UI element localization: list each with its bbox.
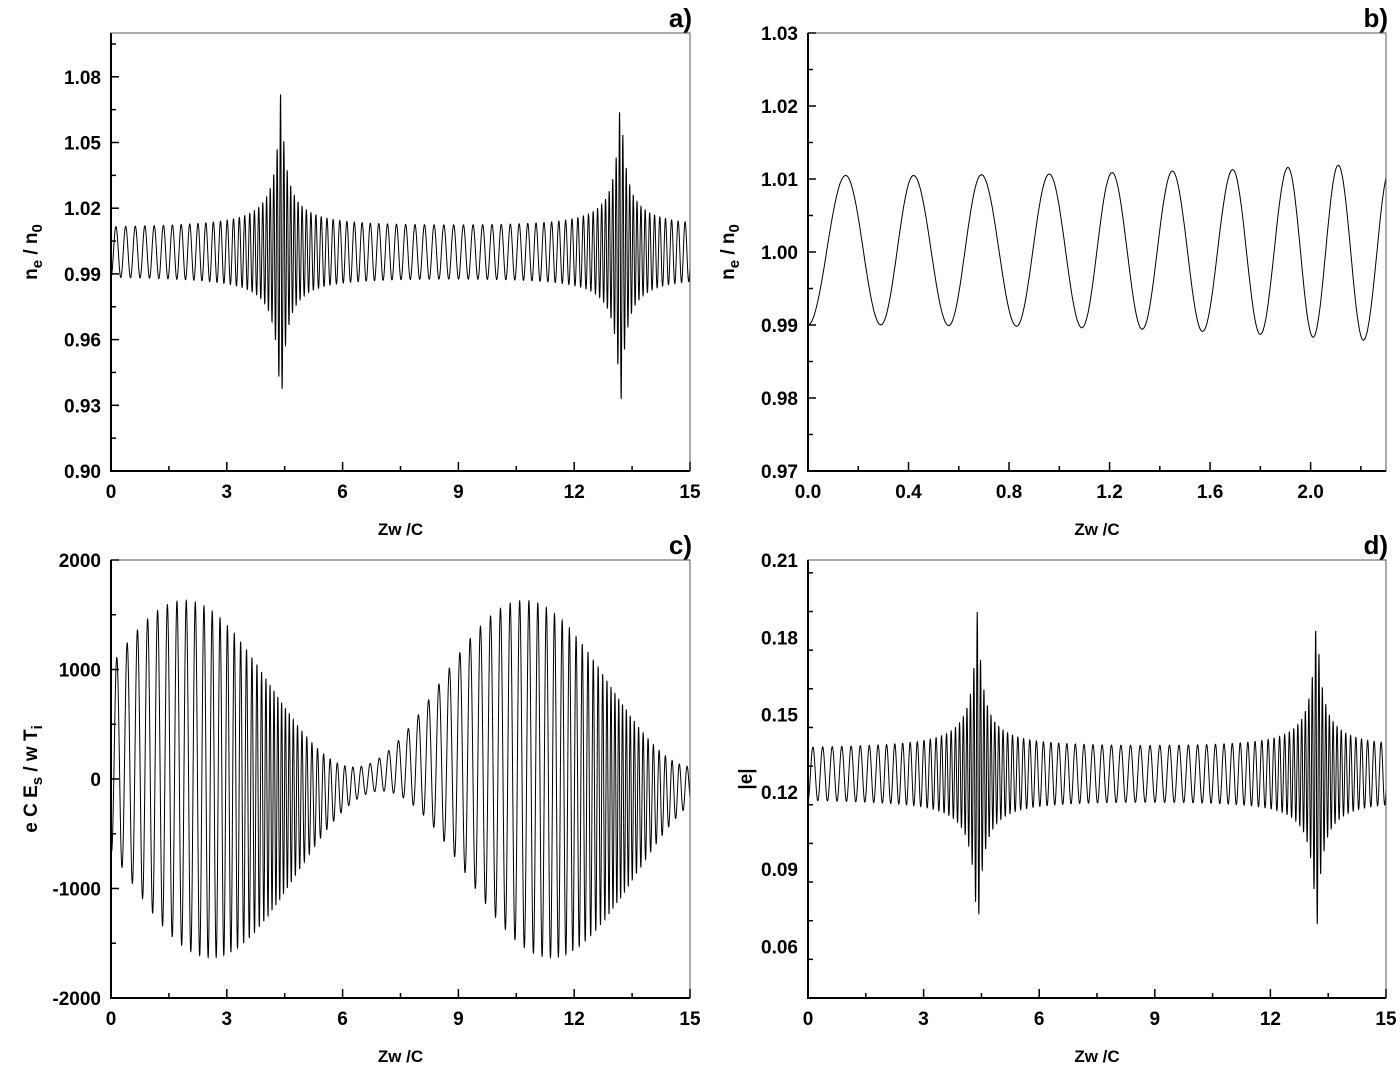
y-tick-label: 0.90 [64,462,101,483]
curve [110,94,691,399]
x-tick-label: 12 [564,482,585,503]
curve [110,599,691,960]
y-axis-label: |e| [736,768,757,789]
x-ticks: 0 3 6 9 12 15 [803,989,1397,1030]
data-line [110,94,691,399]
x-tick-label: 15 [1375,1009,1397,1030]
y-tick-label: 1.00 [761,243,798,264]
y-tick-label: 2000 [59,551,101,572]
x-tick-label: 0.0 [795,482,821,503]
x-tick-label: 0 [106,482,117,503]
y-ticks: 0.90 0.93 0.96 0.99 1.02 1.05 1.08 [64,43,119,483]
x-tick-label: 0 [803,1009,814,1030]
panel-tag: b) [1363,3,1388,33]
x-tick-label: 9 [1150,1009,1161,1030]
x-axis-label: Zw /C [1074,520,1119,539]
y-tick-label: -1000 [52,880,101,901]
x-tick-label: 6 [337,1009,348,1030]
y-axis-label: e C Es / w Ti [21,725,46,833]
y-tick-label: 0.96 [64,331,101,352]
y-axis-label: ne / n0 [21,224,46,280]
x-tick-label: 1.2 [1096,482,1122,503]
x-tick-label: 3 [222,482,233,503]
y-tick-label: 0.06 [761,937,798,958]
x-ticks: 0 3 6 9 12 15 [106,989,701,1030]
panel-tag: a) [669,3,692,33]
x-tick-label: 9 [453,482,464,503]
data-line [110,599,691,960]
y-tick-label: 1.05 [64,134,101,155]
y-tick-label: -2000 [52,989,101,1010]
x-tick-label: 15 [679,482,701,503]
data-line [807,612,1387,925]
x-axis-label: Zw /C [378,520,423,539]
x-tick-label: 6 [1034,1009,1045,1030]
y-tick-label: 1.03 [761,24,798,45]
x-tick-label: 12 [564,1009,585,1030]
x-axis-label: Zw /C [1074,1047,1119,1066]
y-tick-label: 0.21 [761,551,798,572]
x-ticks: 0 3 6 9 12 15 [106,462,701,503]
y-tick-label: 0 [90,770,101,791]
data-line [807,164,1387,342]
y-ticks: -2000 -1000 0 1000 2000 [52,551,119,1010]
y-tick-label: 1.01 [761,170,798,191]
y-ticks: 0.97 0.98 0.99 1.00 1.01 1.02 1.03 [761,24,816,483]
y-tick-label: 0.18 [761,628,798,649]
x-tick-label: 0.8 [996,482,1022,503]
y-tick-label: 0.09 [761,860,798,881]
x-axis-label: Zw /C [378,1047,423,1066]
x-tick-label: 0.4 [895,482,922,503]
x-tick-label: 3 [222,1009,233,1030]
y-tick-label: 0.99 [761,316,798,337]
x-tick-label: 12 [1260,1009,1281,1030]
curve [807,164,1387,342]
x-tick-label: 9 [453,1009,464,1030]
y-axis-label: ne / n0 [718,224,743,280]
x-tick-label: 6 [337,482,348,503]
x-tick-label: 1.6 [1197,482,1223,503]
y-tick-label: 0.97 [761,462,798,483]
x-tick-label: 0 [106,1009,117,1030]
panel-tag: c) [669,530,692,560]
panel-tag: d) [1363,530,1388,560]
x-ticks: 0.0 0.4 0.8 1.2 1.6 2.0 [795,462,1362,503]
y-tick-label: 1.02 [64,199,101,220]
x-tick-label: 2.0 [1297,482,1323,503]
y-tick-label: 0.99 [64,265,101,286]
y-tick-label: 0.93 [64,396,101,417]
y-ticks: 0.06 0.09 0.12 0.15 0.18 0.21 [761,551,813,999]
y-tick-label: 1.02 [761,97,798,118]
y-tick-label: 0.98 [761,389,798,410]
y-tick-label: 1.08 [64,68,101,89]
y-tick-label: 0.15 [761,706,798,727]
x-tick-label: 3 [918,1009,929,1030]
curve [807,612,1387,925]
y-tick-label: 0.12 [761,783,798,804]
x-tick-label: 15 [679,1009,701,1030]
y-tick-label: 1000 [59,661,101,682]
